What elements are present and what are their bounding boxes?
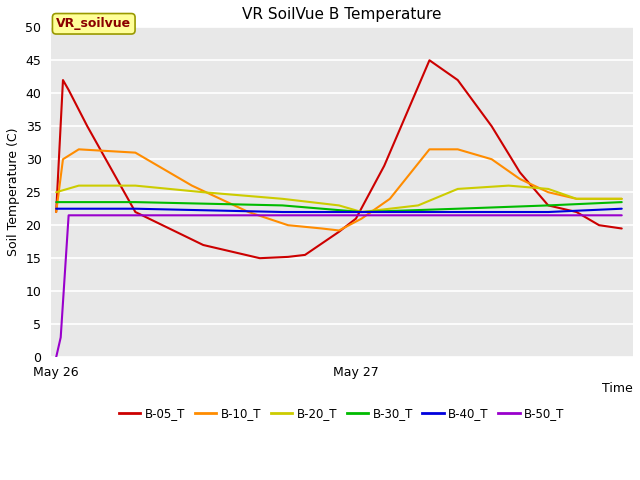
B-05_T [426, 58, 433, 63]
B-10_T [488, 156, 495, 162]
B-40_T [545, 209, 552, 215]
B-20_T [132, 183, 140, 189]
B-20_T [358, 209, 365, 215]
B-05_T [595, 222, 603, 228]
B-50_T [545, 213, 552, 218]
B-40_T [132, 206, 140, 212]
B-20_T [414, 203, 422, 208]
B-20_T [200, 189, 207, 195]
Line: B-40_T: B-40_T [56, 209, 621, 212]
B-05_T [83, 123, 91, 129]
Line: B-30_T: B-30_T [56, 202, 621, 212]
B-10_T [618, 196, 625, 202]
B-40_T [278, 209, 286, 215]
B-50_T [278, 213, 286, 218]
Line: B-10_T: B-10_T [56, 149, 621, 230]
B-05_T [59, 77, 67, 83]
B-40_T [618, 206, 625, 212]
B-20_T [278, 196, 286, 202]
B-20_T [618, 196, 625, 202]
B-05_T [352, 216, 360, 221]
B-30_T [278, 203, 286, 208]
B-50_T [132, 213, 140, 218]
Title: VR SoilVue B Temperature: VR SoilVue B Temperature [242, 7, 442, 22]
B-30_T [454, 206, 461, 212]
B-05_T [256, 255, 264, 261]
B-10_T [358, 216, 365, 221]
B-10_T [318, 226, 326, 231]
B-05_T [200, 242, 207, 248]
B-05_T [488, 123, 495, 129]
B-05_T [454, 77, 461, 83]
B-10_T [244, 209, 252, 215]
B-30_T [132, 199, 140, 205]
B-50_T [618, 213, 625, 218]
Text: VR_soilvue: VR_soilvue [56, 17, 131, 30]
B-40_T [454, 209, 461, 215]
B-20_T [573, 196, 580, 202]
B-10_T [426, 146, 433, 152]
B-05_T [545, 203, 552, 208]
B-10_T [188, 183, 196, 189]
B-50_T [52, 354, 60, 360]
Line: B-50_T: B-50_T [56, 216, 621, 357]
B-20_T [52, 189, 60, 195]
B-10_T [132, 150, 140, 156]
B-05_T [573, 209, 580, 215]
Line: B-05_T: B-05_T [56, 60, 621, 258]
B-50_T [57, 335, 65, 340]
Y-axis label: Soil Temperature (C): Soil Temperature (C) [7, 128, 20, 256]
Line: B-20_T: B-20_T [56, 186, 621, 212]
B-05_T [132, 209, 140, 215]
B-10_T [573, 196, 580, 202]
B-05_T [618, 226, 625, 231]
B-10_T [75, 146, 83, 152]
B-10_T [516, 176, 524, 182]
B-10_T [59, 156, 67, 162]
B-10_T [52, 209, 60, 215]
B-20_T [545, 186, 552, 192]
B-05_T [65, 87, 72, 93]
B-05_T [52, 209, 60, 215]
B-30_T [545, 203, 552, 208]
B-10_T [545, 189, 552, 195]
B-20_T [454, 186, 461, 192]
B-50_T [454, 213, 461, 218]
B-40_T [358, 209, 365, 215]
B-10_T [284, 222, 292, 228]
B-05_T [335, 229, 343, 235]
B-10_T [454, 146, 461, 152]
X-axis label: Time: Time [602, 382, 633, 395]
B-20_T [505, 183, 513, 189]
B-10_T [335, 228, 343, 233]
B-50_T [65, 213, 72, 218]
B-10_T [386, 196, 394, 202]
B-20_T [335, 203, 343, 208]
B-50_T [358, 213, 365, 218]
B-30_T [52, 199, 60, 205]
B-05_T [284, 254, 292, 260]
Legend: B-05_T, B-10_T, B-20_T, B-30_T, B-40_T, B-50_T: B-05_T, B-10_T, B-20_T, B-30_T, B-40_T, … [114, 403, 570, 425]
B-30_T [358, 209, 365, 215]
B-40_T [52, 206, 60, 212]
B-05_T [516, 169, 524, 175]
B-05_T [380, 163, 388, 168]
B-30_T [618, 199, 625, 205]
B-05_T [301, 252, 309, 258]
B-20_T [75, 183, 83, 189]
